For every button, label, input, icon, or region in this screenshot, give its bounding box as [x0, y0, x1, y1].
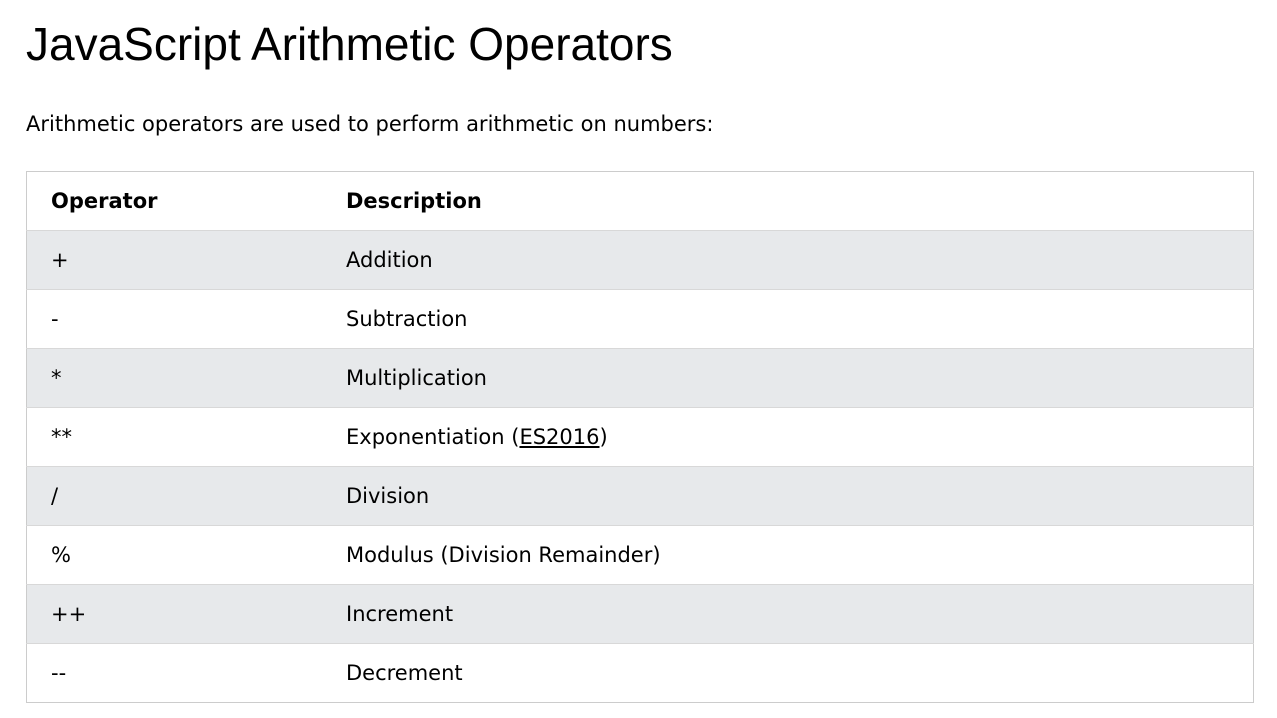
- page-title: JavaScript Arithmetic Operators: [26, 18, 673, 70]
- operator-cell: **: [26, 407, 322, 467]
- operator-cell: +: [26, 230, 322, 290]
- table-row: ** Exponentiation (ES2016): [26, 407, 1254, 467]
- table-row: % Modulus (Division Remainder): [26, 525, 1254, 585]
- table-row: -- Decrement: [26, 643, 1254, 703]
- description-cell: Increment: [322, 584, 1254, 644]
- table-row: - Subtraction: [26, 289, 1254, 349]
- operator-cell: /: [26, 466, 322, 526]
- description-prefix: Exponentiation (: [346, 425, 520, 449]
- table-row: + Addition: [26, 230, 1254, 290]
- description-cell: Subtraction: [322, 289, 1254, 349]
- table-header-row: Operator Description: [27, 172, 1254, 231]
- description-cell: Decrement: [322, 643, 1254, 703]
- table-row: * Multiplication: [26, 348, 1254, 408]
- table-row: ++ Increment: [26, 584, 1254, 644]
- operator-cell: -: [26, 289, 322, 349]
- description-suffix: ): [599, 425, 608, 449]
- operator-cell: ++: [26, 584, 322, 644]
- operator-cell: *: [26, 348, 322, 408]
- operator-cell: --: [26, 643, 322, 703]
- arithmetic-operators-table: Operator Description + Addition - Subtra…: [26, 171, 1254, 703]
- description-cell: Division: [322, 466, 1254, 526]
- description-cell: Addition: [322, 230, 1254, 290]
- table-row: / Division: [26, 466, 1254, 526]
- description-cell: Exponentiation (ES2016): [322, 407, 1254, 467]
- operator-cell: %: [26, 525, 322, 585]
- description-cell: Multiplication: [322, 348, 1254, 408]
- description-cell: Modulus (Division Remainder): [322, 525, 1254, 585]
- es2016-link[interactable]: ES2016: [519, 425, 600, 449]
- header-description: Description: [346, 189, 482, 213]
- intro-text: Arithmetic operators are used to perform…: [26, 112, 714, 136]
- header-operator: Operator: [51, 189, 158, 213]
